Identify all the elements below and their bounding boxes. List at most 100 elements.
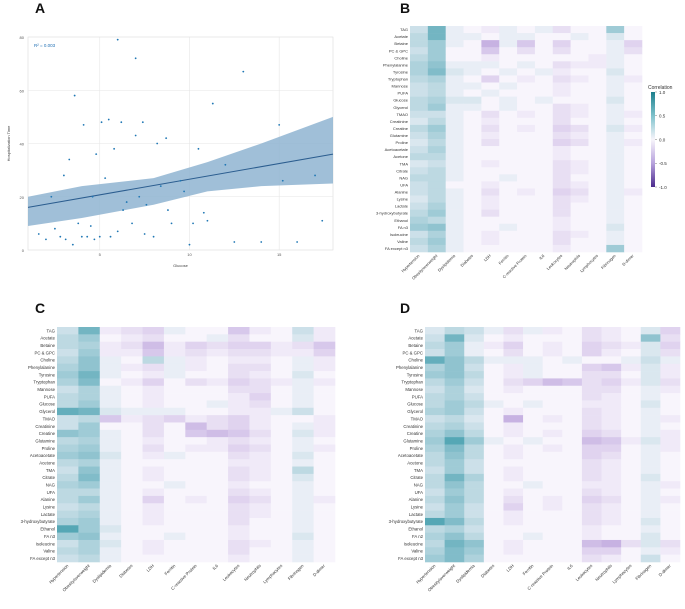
- data-point: [120, 121, 123, 124]
- heatmap-cell: [444, 510, 465, 519]
- heatmap-cell: [427, 26, 446, 34]
- heatmap-cell: [425, 451, 445, 460]
- heatmap-cell: [481, 68, 500, 76]
- heatmap-cell: [463, 26, 482, 34]
- heatmap-cell: [463, 33, 482, 41]
- heatmap-cell: [464, 532, 485, 541]
- heatmap-cell: [606, 244, 625, 253]
- row-label: TMA: [414, 468, 423, 473]
- heatmap-cell: [410, 237, 429, 246]
- heatmap-cell: [660, 371, 681, 379]
- data-point: [278, 123, 281, 126]
- heatmap-cell: [292, 400, 314, 409]
- heatmap-cell: [588, 244, 607, 253]
- heatmap-cell: [78, 356, 101, 365]
- heatmap-cell: [517, 244, 536, 253]
- heatmap-cell: [228, 444, 250, 453]
- heatmap-cell: [640, 371, 661, 379]
- heatmap-cell: [270, 444, 293, 453]
- heatmap-cell: [660, 451, 681, 460]
- heatmap-cell: [542, 415, 563, 423]
- y-axis-title: Hospitalization Time: [6, 125, 11, 162]
- heatmap-cell: [249, 356, 272, 365]
- heatmap-cell: [523, 525, 543, 533]
- heatmap-cell: [444, 341, 465, 350]
- heatmap-cell: [562, 532, 583, 541]
- heatmap-cell: [523, 532, 543, 541]
- heatmap-cell: [463, 82, 482, 90]
- column-label: Ferritin: [163, 563, 176, 576]
- heatmap-cell: [292, 510, 314, 519]
- heatmap-cell: [99, 473, 122, 482]
- heatmap-cell: [481, 33, 500, 41]
- heatmap-cell: [249, 363, 272, 372]
- heatmap-cell: [249, 385, 272, 394]
- heatmap-cell: [249, 371, 272, 379]
- heatmap-cell: [142, 451, 165, 460]
- heatmap-cell: [640, 422, 661, 431]
- heatmap-cell: [606, 26, 625, 34]
- heatmap-cell: [621, 407, 642, 416]
- heatmap-cell: [517, 96, 536, 104]
- data-point: [296, 241, 299, 243]
- heatmap-cell: [588, 103, 607, 112]
- heatmap-cell: [640, 400, 661, 409]
- heatmap-cell: [552, 110, 571, 119]
- heatmap-cell: [483, 495, 504, 504]
- heatmap-cell: [425, 488, 445, 497]
- row-label: Acetoacetate: [398, 453, 424, 458]
- heatmap-cell: [313, 466, 336, 475]
- heatmap-cell: [606, 237, 625, 246]
- heatmap-cell: [444, 525, 465, 533]
- heatmap-cell: [228, 400, 250, 409]
- heatmap-cell: [552, 61, 571, 69]
- heatmap-cell: [481, 202, 500, 210]
- heatmap-cell: [499, 153, 518, 161]
- heatmap-cell: [562, 327, 583, 335]
- heatmap-cell: [444, 385, 465, 394]
- x-axis-title: Glucose: [173, 263, 188, 268]
- heatmap-cell: [445, 209, 464, 217]
- heatmap-cell: [517, 195, 536, 203]
- heatmap-cell: [552, 96, 571, 104]
- heatmap-cell: [481, 40, 500, 48]
- heatmap-cell: [523, 437, 543, 445]
- heatmap-cell: [270, 327, 293, 335]
- heatmap-cell: [313, 539, 336, 548]
- heatmap-cell: [499, 195, 518, 203]
- heatmap-cell: [57, 356, 79, 365]
- heatmap-cell: [606, 202, 625, 210]
- heatmap-cell: [483, 422, 504, 431]
- heatmap-cell: [270, 451, 293, 460]
- row-label: TAG: [414, 328, 423, 333]
- data-point: [86, 235, 89, 238]
- heatmap-cell: [99, 510, 122, 519]
- heatmap-cell: [499, 131, 518, 140]
- heatmap-cell: [464, 510, 485, 519]
- heatmap-cell: [185, 554, 207, 563]
- heatmap-cell: [99, 356, 122, 365]
- heatmap-cell: [99, 503, 122, 511]
- heatmap-cell: [534, 230, 554, 239]
- heatmap-cell: [444, 378, 465, 387]
- heatmap-cell: [206, 503, 229, 511]
- data-point: [134, 57, 137, 60]
- heatmap-cell: [624, 131, 643, 140]
- heatmap-cell: [624, 146, 643, 154]
- heatmap-cell: [78, 488, 101, 497]
- heatmap-cell: [206, 466, 229, 475]
- heatmap-cell: [206, 444, 229, 453]
- data-point: [183, 190, 185, 193]
- heatmap-cell: [228, 437, 250, 445]
- row-label: Choline: [394, 55, 408, 60]
- heatmap-cell: [228, 407, 250, 416]
- heatmap-cell: [142, 547, 165, 555]
- row-label: Citrate: [42, 475, 55, 480]
- heatmap-cell: [621, 349, 642, 357]
- heatmap-cell: [463, 223, 482, 232]
- heatmap-cell: [249, 451, 272, 460]
- heatmap-cell: [270, 341, 293, 350]
- heatmap-cell: [142, 349, 165, 357]
- heatmap-cell: [542, 334, 563, 342]
- heatmap-cell: [292, 371, 314, 379]
